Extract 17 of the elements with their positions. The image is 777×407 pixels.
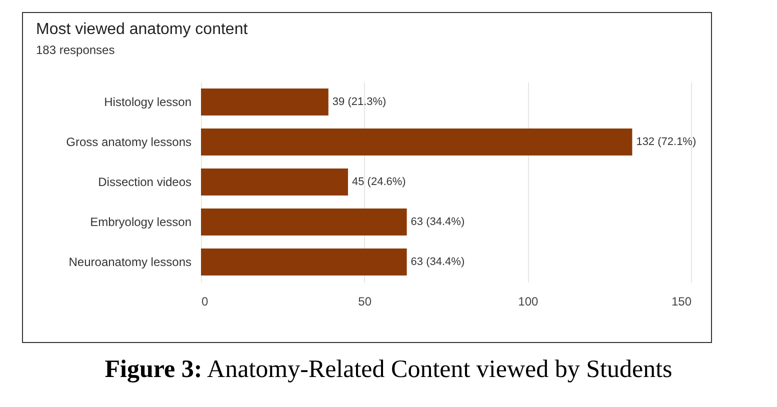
x-tick-label: 150 [671, 294, 692, 308]
y-tick-label: Histology lesson [104, 95, 192, 109]
data-label: 132 (72.1%) [636, 136, 696, 148]
data-label: 63 (34.4%) [410, 216, 465, 228]
y-tick-label: Embryology lesson [90, 215, 192, 229]
chart-title: Most viewed anatomy content [36, 21, 248, 38]
text: 183 responses [36, 43, 115, 57]
x-tick-label: 100 [518, 294, 538, 308]
data-label: 39 (21.3%) [332, 96, 386, 108]
x-tick-label: 50 [358, 294, 372, 308]
y-tick-label: Gross anatomy lessons [66, 135, 192, 149]
data-label: 63 (34.4%) [410, 256, 465, 268]
data-label: 45 (24.6%) [352, 176, 406, 188]
y-tick-label: Dissection videos [98, 175, 192, 189]
caption: Figure 3: Anatomy-Related Content viewed by Students [104, 356, 674, 384]
x-tick-label: 0 [202, 294, 208, 308]
y-tick-label: Neuroanatomy lessons [68, 255, 192, 269]
